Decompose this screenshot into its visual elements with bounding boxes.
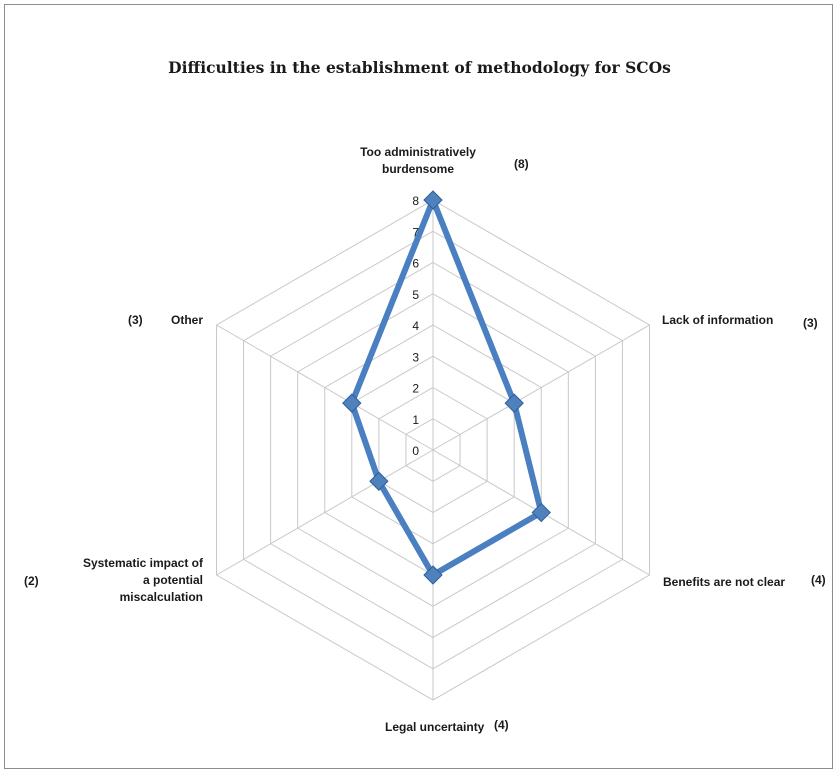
tick-label-7: 7 (412, 225, 419, 239)
tick-label-1: 1 (412, 413, 419, 427)
grid-spoke-1 (432, 324, 650, 451)
series-marker-2 (531, 502, 551, 523)
category-label-0-line-0: Too administratively (360, 145, 476, 159)
series-marker-4 (369, 471, 389, 491)
series-line (348, 197, 545, 578)
category-count-5: (3) (128, 313, 143, 327)
tick-label-3: 3 (412, 350, 419, 364)
radar-series (342, 190, 551, 585)
series-marker-3 (423, 565, 443, 585)
series-marker-5 (342, 393, 362, 413)
category-count-3: (4) (494, 718, 509, 732)
chart-title: Difficulties in the establishment of met… (168, 58, 671, 77)
grid-spoke-4 (216, 449, 434, 576)
category-label-5-line-0: Other (171, 313, 203, 327)
tick-label-5: 5 (412, 288, 419, 302)
tick-label-2: 2 (412, 382, 419, 396)
category-label-3-line-0: Legal uncertainty (385, 720, 485, 734)
category-count-4: (2) (24, 574, 39, 588)
grid-spoke-5 (216, 324, 434, 451)
category-label-1-line-0: Lack of information (662, 313, 773, 327)
category-label-4-line-0: Systematic impact of (83, 556, 204, 570)
tick-label-6: 6 (412, 257, 419, 271)
category-label-2-line-0: Benefits are not clear (663, 575, 785, 589)
tick-label-4: 4 (412, 319, 419, 333)
series-marker-0 (423, 190, 443, 210)
radar-tick-labels: 0 1 2 3 4 5 6 7 8 (412, 194, 419, 458)
category-count-2: (4) (811, 573, 826, 587)
radar-grid (215, 199, 651, 701)
category-label-0-line-1: burdensome (382, 162, 454, 176)
tick-label-8: 8 (412, 194, 419, 208)
category-count-0: (8) (514, 157, 529, 171)
category-label-4-line-1: a potential (143, 573, 203, 587)
series-marker-1 (504, 393, 524, 413)
tick-label-0: 0 (412, 444, 419, 458)
chart-frame (4, 4, 833, 769)
category-label-4-line-2: miscalculation (120, 590, 203, 604)
category-count-1: (3) (803, 316, 818, 330)
radar-category-labels: Too administratively burdensome (8) Lack of… (24, 145, 826, 734)
